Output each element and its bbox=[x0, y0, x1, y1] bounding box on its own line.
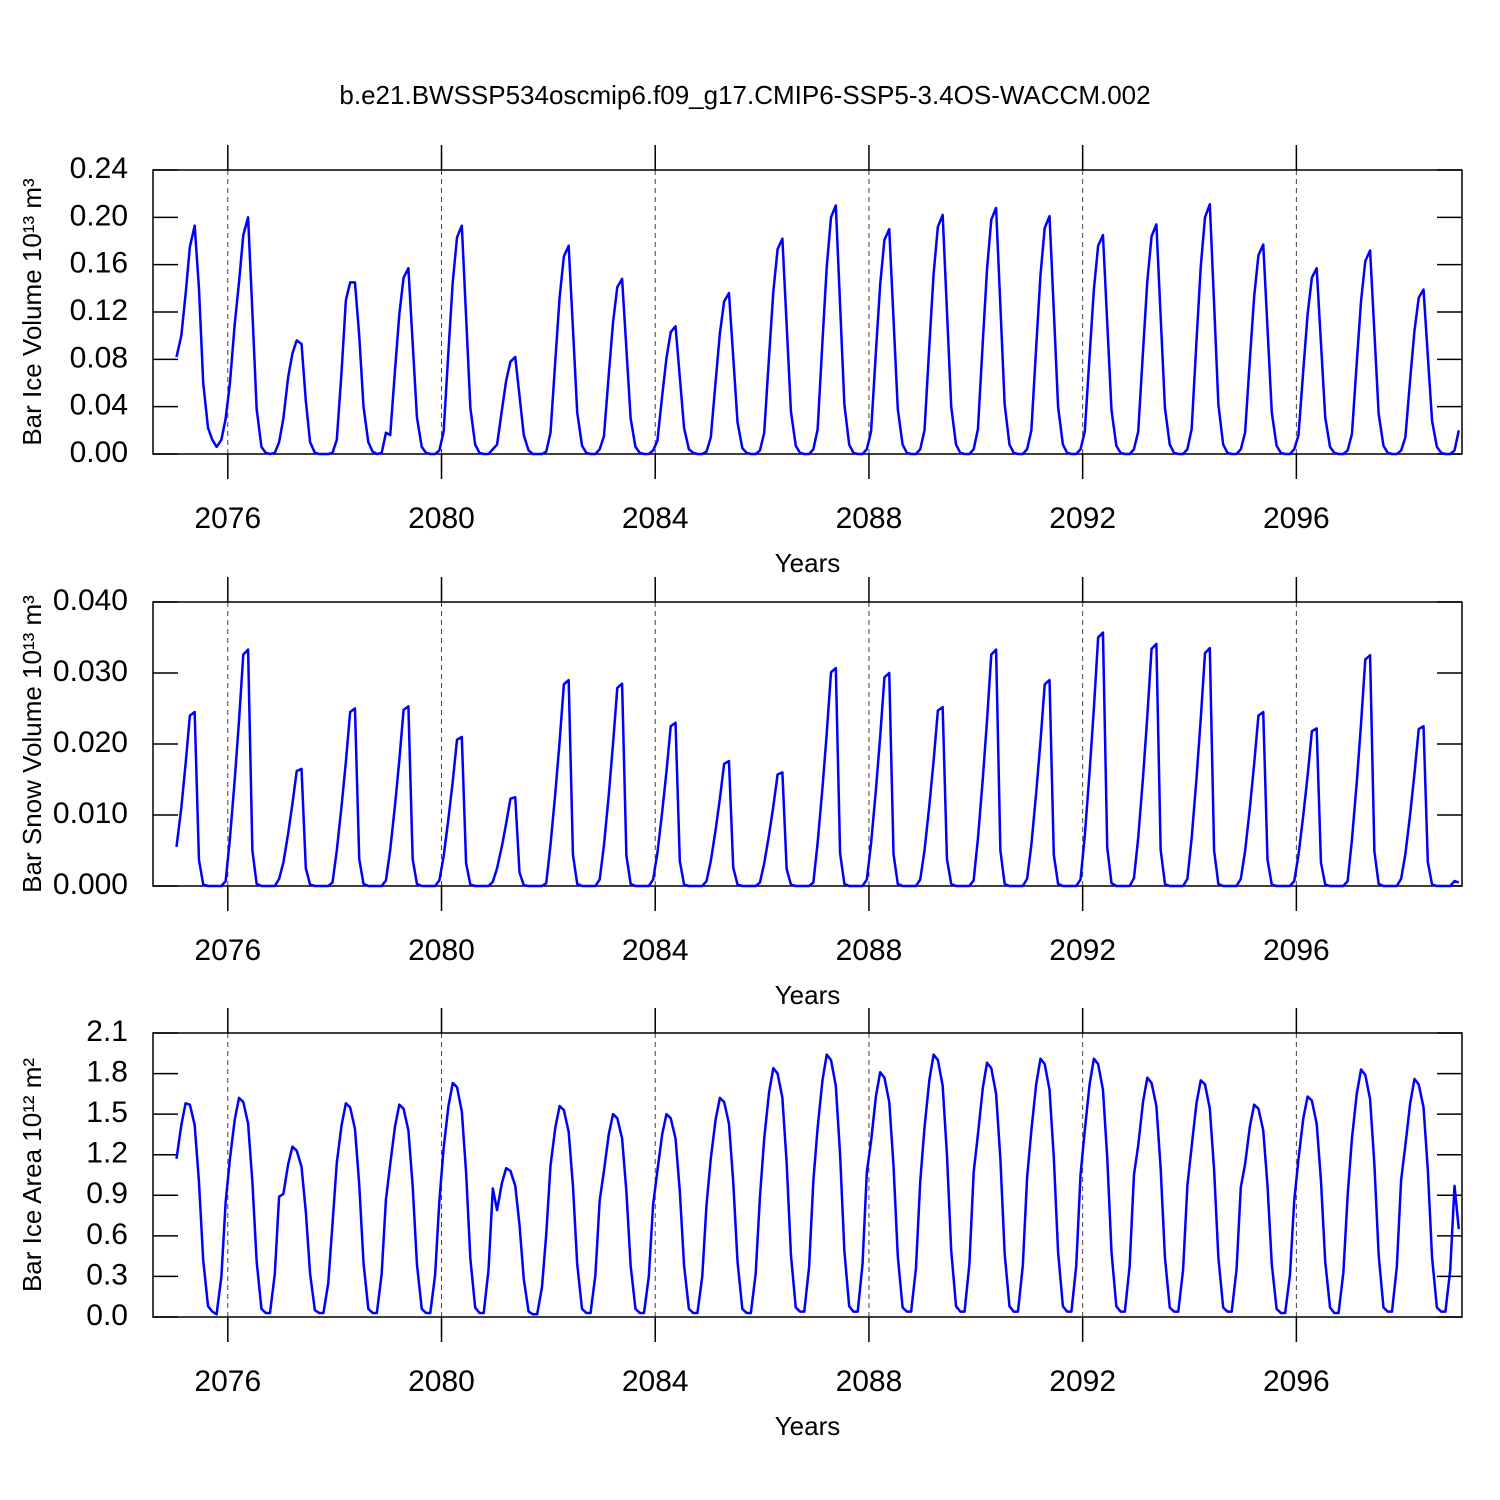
panel: 2076 2080 2084 2088 2092 2096 0.0 0.3 0.6 0.9 1.2 1… bbox=[17, 1008, 1463, 1441]
x-tick-label: 2084 bbox=[622, 502, 689, 535]
y-axis-title: Bar Snow Volume 10¹³ m³ bbox=[17, 595, 47, 893]
y-tick-label: 0.040 bbox=[53, 584, 128, 617]
y-tick-label: 2.1 bbox=[86, 1015, 128, 1048]
x-tick-label: 2084 bbox=[622, 1365, 689, 1398]
x-tick-label: 2092 bbox=[1049, 502, 1116, 535]
y-tick-label: 0.00 bbox=[70, 436, 128, 469]
data-line bbox=[175, 631, 1460, 888]
y-tick-label: 0.16 bbox=[70, 247, 128, 280]
y-tick-label: 0.04 bbox=[70, 389, 128, 422]
y-tick-label: 0.0 bbox=[86, 1299, 128, 1332]
x-tick-label: 2096 bbox=[1263, 1365, 1330, 1398]
y-axis-title: Bar Ice Volume 10¹³ m³ bbox=[17, 178, 47, 446]
data-line bbox=[175, 1053, 1461, 1316]
x-tick-label: 2076 bbox=[194, 934, 261, 967]
x-tick-label: 2092 bbox=[1049, 1365, 1116, 1398]
x-tick-label: 2088 bbox=[836, 502, 903, 535]
y-axis-title: Bar Ice Area 10¹² m² bbox=[17, 1058, 47, 1292]
x-tick-label: 2088 bbox=[836, 1365, 903, 1398]
y-tick-label: 0.3 bbox=[86, 1258, 128, 1291]
y-tick-label: 1.2 bbox=[86, 1137, 128, 1170]
y-tick-label: 1.8 bbox=[86, 1055, 128, 1088]
x-tick-label: 2084 bbox=[622, 934, 689, 967]
plot-frame bbox=[152, 1032, 1463, 1318]
x-tick-label: 2096 bbox=[1263, 502, 1330, 535]
y-tick-label: 0.030 bbox=[53, 655, 128, 688]
plot-frame bbox=[152, 601, 1463, 887]
y-tick-label: 0.9 bbox=[86, 1177, 128, 1210]
panel: 2076 2080 2084 2088 2092 2096 0.00 0.04 0.08 0.12… bbox=[17, 145, 1463, 578]
x-axis-title: Years bbox=[775, 1411, 841, 1441]
panel: 2076 2080 2084 2088 2092 2096 0.000 0.010 0.020 0… bbox=[17, 577, 1463, 1010]
y-tick-label: 0.20 bbox=[70, 199, 128, 232]
x-tick-label: 2076 bbox=[194, 502, 261, 535]
x-tick-label: 2076 bbox=[194, 1365, 261, 1398]
y-tick-label: 0.010 bbox=[53, 797, 128, 830]
x-tick-label: 2092 bbox=[1049, 934, 1116, 967]
x-tick-label: 2096 bbox=[1263, 934, 1330, 967]
x-tick-label: 2080 bbox=[408, 934, 475, 967]
x-axis-title: Years bbox=[775, 980, 841, 1010]
y-tick-label: 0.12 bbox=[70, 294, 128, 327]
y-tick-label: 0.6 bbox=[86, 1218, 128, 1251]
figure-title: b.e21.BWSSP534oscmip6.f09_g17.CMIP6-SSP5… bbox=[339, 80, 1150, 110]
y-tick-label: 0.08 bbox=[70, 341, 128, 374]
x-tick-label: 2080 bbox=[408, 502, 475, 535]
data-line bbox=[175, 203, 1461, 456]
y-tick-label: 0.000 bbox=[53, 868, 128, 901]
y-tick-label: 0.020 bbox=[53, 726, 128, 759]
y-tick-label: 1.5 bbox=[86, 1096, 128, 1129]
x-tick-label: 2088 bbox=[836, 934, 903, 967]
x-axis-title: Years bbox=[775, 548, 841, 578]
x-tick-label: 2080 bbox=[408, 1365, 475, 1398]
y-tick-label: 0.24 bbox=[70, 152, 128, 185]
